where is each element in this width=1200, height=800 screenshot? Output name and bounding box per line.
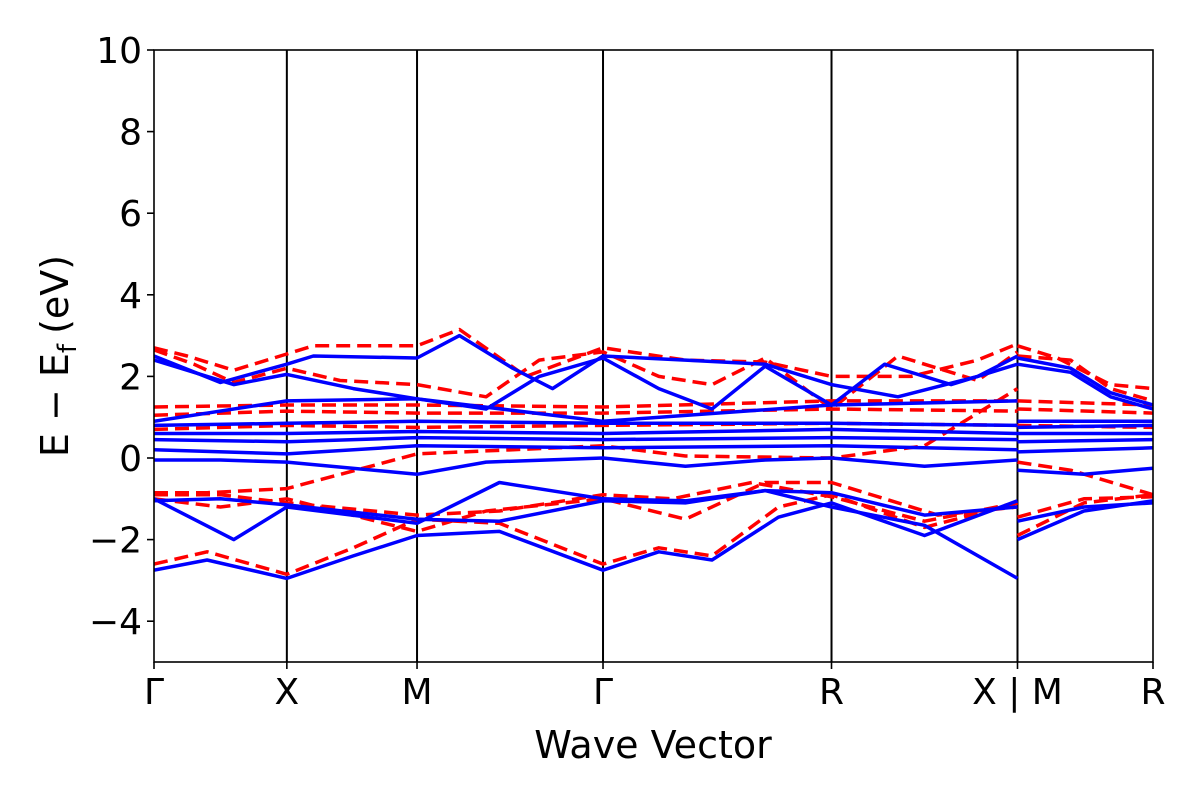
y-tick-label: 10 bbox=[96, 31, 142, 72]
band-dashed-line bbox=[1017, 354, 1153, 403]
y-tick-label: 8 bbox=[119, 113, 142, 154]
x-axis-ticks: Γ X M Γ R X | M R bbox=[144, 662, 1166, 713]
x-tick-label: M bbox=[402, 672, 433, 713]
y-axis-label: E − Ef (eV) bbox=[33, 255, 83, 457]
band-solid-line bbox=[154, 427, 1018, 436]
band-solid-line bbox=[154, 419, 1018, 428]
band-solid-line bbox=[154, 499, 1019, 581]
y-tick-label: −2 bbox=[89, 521, 142, 562]
x-tick-label: Γ bbox=[593, 672, 613, 713]
y-tick-label: 4 bbox=[119, 276, 142, 317]
x-tick-label: Γ bbox=[144, 672, 164, 713]
x-tick-label: R bbox=[1140, 672, 1165, 713]
band-solid-line bbox=[1017, 356, 1153, 407]
band-solid-line bbox=[154, 356, 1019, 411]
band-solid-line bbox=[1017, 466, 1153, 477]
y-tick-label: 6 bbox=[119, 194, 142, 235]
band-solid-line bbox=[1016, 499, 1153, 542]
band-solid-line bbox=[154, 444, 1018, 456]
x-tick-label: X bbox=[275, 672, 300, 713]
band-dashed-line bbox=[1017, 460, 1153, 497]
band-dashed-line bbox=[1016, 492, 1153, 538]
band-solid-line bbox=[154, 456, 1018, 477]
band-lines bbox=[154, 327, 1153, 581]
y-axis-label-subscript: f bbox=[53, 343, 83, 353]
band-solid-line bbox=[154, 333, 1019, 399]
y-tick-label: 0 bbox=[119, 439, 142, 480]
band-dashed-line bbox=[154, 421, 1018, 432]
y-axis-label-unit: (eV) bbox=[33, 255, 77, 334]
x-tick-label: X | M bbox=[972, 672, 1063, 713]
band-dashed-line bbox=[154, 327, 1019, 379]
band-solid-line bbox=[154, 397, 1018, 424]
y-tick-label: 2 bbox=[119, 357, 142, 398]
band-dashed-line bbox=[154, 387, 1019, 495]
plot-frame bbox=[153, 49, 1154, 663]
x-tick-label: R bbox=[819, 672, 844, 713]
band-dashed-line bbox=[154, 407, 1018, 417]
band-solid-line bbox=[154, 435, 1018, 444]
x-axis-label: Wave Vector bbox=[534, 723, 772, 767]
band-dashed-line bbox=[154, 492, 1018, 577]
band-solid-line bbox=[1017, 423, 1153, 430]
y-axis-label-main: E − E bbox=[33, 353, 77, 457]
band-dashed-line bbox=[1017, 495, 1153, 519]
band-solid-line bbox=[154, 488, 1018, 523]
band-solid-line bbox=[1017, 362, 1153, 411]
band-dashed-line bbox=[1017, 407, 1153, 415]
band-solid-line bbox=[1017, 446, 1153, 454]
band-solid-line bbox=[154, 480, 1019, 580]
band-dashed-line bbox=[154, 348, 1019, 411]
band-solid-line bbox=[1017, 437, 1153, 444]
y-tick-label: −4 bbox=[89, 602, 142, 643]
y-axis-ticks: −4 −2 0 2 4 6 8 10 bbox=[89, 31, 154, 643]
